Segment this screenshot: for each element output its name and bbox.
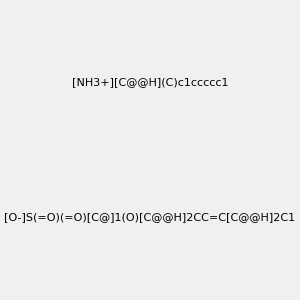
Text: [O-]S(=O)(=O)[C@]1(O)[C@@H]2CC=C[C@@H]2C1: [O-]S(=O)(=O)[C@]1(O)[C@@H]2CC=C[C@@H]2C… bbox=[4, 212, 296, 223]
Text: [NH3+][C@@H](C)c1ccccc1: [NH3+][C@@H](C)c1ccccc1 bbox=[72, 77, 228, 88]
